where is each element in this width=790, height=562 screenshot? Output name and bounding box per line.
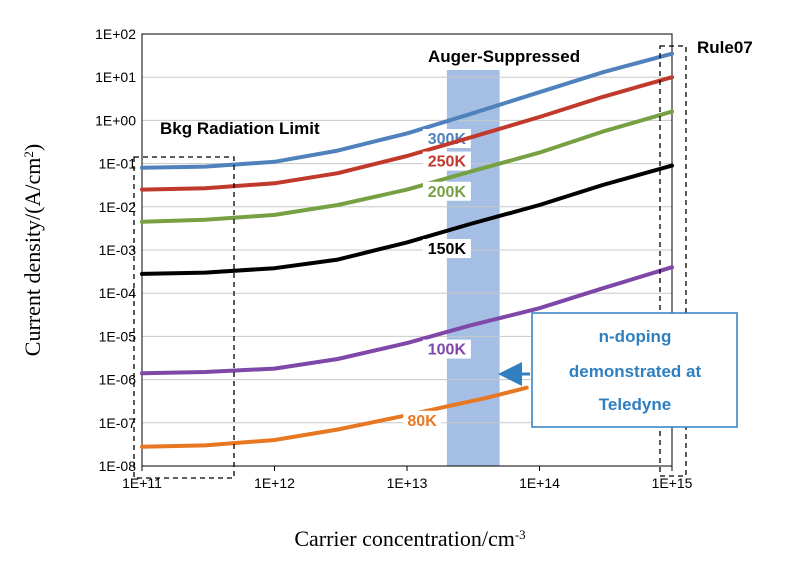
series-line-150k (140, 163, 674, 276)
series-line-200k (140, 109, 674, 224)
y-tick-label: 1E-07 (99, 415, 137, 431)
y-tick-label: 1E-08 (99, 458, 137, 474)
teledyne-note-line: n-doping (599, 327, 672, 346)
rule07-label: Rule07 (697, 38, 753, 57)
y-tick-label: 1E-01 (99, 156, 137, 172)
series-line-100k (140, 265, 674, 376)
y-tick-label: 1E+00 (95, 112, 136, 128)
y-tick-label: 1E-05 (99, 328, 137, 344)
series-lines: 300K 250K 200K 150K 100K 80K (140, 51, 674, 449)
series-label-bg (422, 239, 471, 259)
y-tick-label: 1E+01 (95, 69, 136, 85)
series-label-200k: 200K (428, 184, 467, 201)
series-line-250k (140, 75, 674, 192)
series-label-100k: 100K (428, 342, 467, 359)
auger-suppressed-label: Auger-Suppressed (428, 47, 580, 66)
bkg-radiation-box (133, 156, 235, 479)
y-tick-labels: 1E+02 1E+01 1E+00 1E-01 1E-02 1E-03 1E-04 1E-05… (95, 26, 136, 474)
y-tick-label: 1E-03 (99, 242, 137, 258)
x-tick-label: 1E+12 (254, 475, 295, 491)
series-label-150k: 150K (428, 241, 467, 258)
series-label-80k: 80K (407, 413, 437, 430)
teledyne-note-line: Teledyne (599, 395, 671, 414)
x-axis-title: Carrier concentration/cm-3 (294, 526, 525, 551)
series-label-250k: 250K (428, 154, 467, 171)
y-tick-label: 1E-04 (99, 285, 137, 301)
y-tick-label: 1E+02 (95, 26, 136, 42)
series-label-bg (422, 151, 471, 171)
bkg-radiation-label: Bkg Radiation Limit (160, 119, 320, 138)
plot-frame (141, 33, 673, 467)
teledyne-note-line: demonstrated at (569, 362, 702, 381)
x-tick-label: 1E+14 (519, 475, 560, 491)
x-tick-labels: 1E+11 1E+12 1E+13 1E+14 1E+15 (122, 466, 693, 491)
series-label-bg (422, 128, 471, 148)
x-tick-label: 1E+13 (387, 475, 428, 491)
teledyne-note-box (531, 312, 738, 428)
series-label-300k: 300K (428, 131, 467, 148)
teledyne-note: n-doping demonstrated at Teledyne (498, 312, 738, 428)
series-line-300k (140, 51, 674, 170)
series-label-bg (422, 181, 471, 201)
y-axis-title: Current density/(A/cm2) (20, 144, 45, 356)
y-tick-label: 1E-02 (99, 199, 137, 215)
x-tick-label: 1E+11 (122, 475, 162, 491)
rule07-box (659, 45, 687, 477)
series-label-bg (422, 339, 471, 359)
y-tick-label: 1E-06 (99, 372, 137, 388)
series-line-80k (140, 385, 529, 449)
series-label-bg (403, 410, 442, 430)
x-tick-label: 1E+15 (652, 475, 693, 491)
